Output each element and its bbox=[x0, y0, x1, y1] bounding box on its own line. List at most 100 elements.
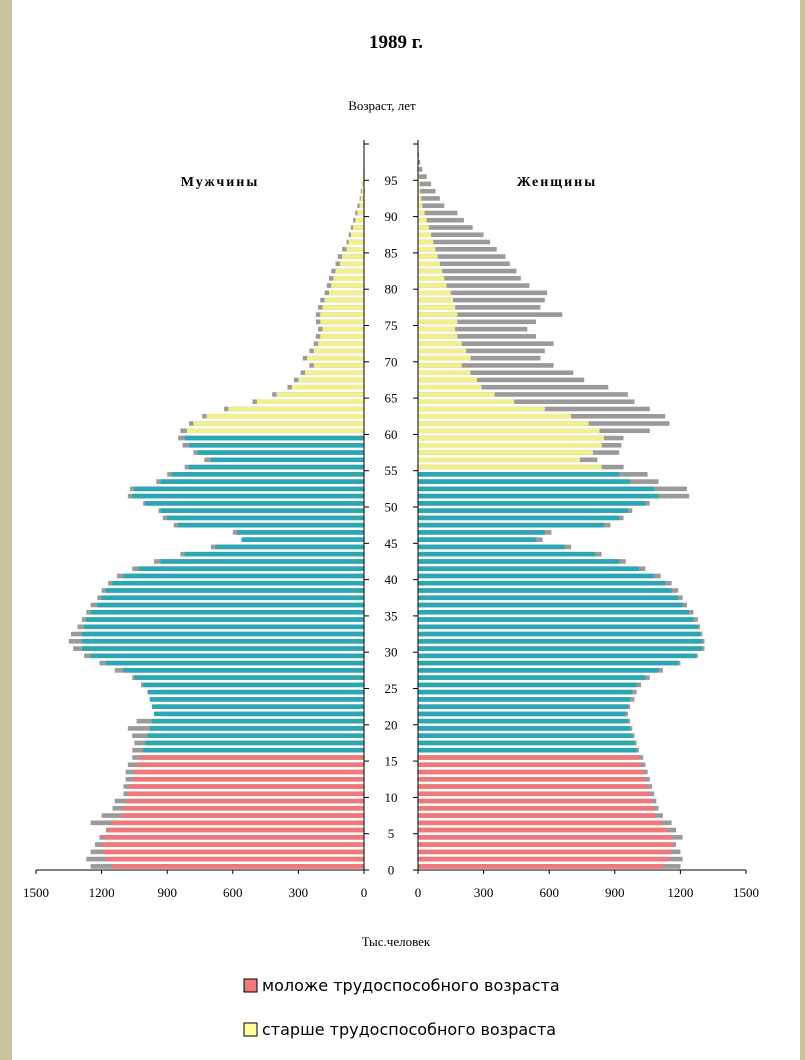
men-bar bbox=[329, 290, 364, 296]
age-tick-label: 80 bbox=[385, 282, 398, 297]
women-bar bbox=[418, 827, 668, 833]
x-tick-label-women: 300 bbox=[474, 885, 494, 900]
women-1959-bar bbox=[418, 334, 537, 339]
women-bar bbox=[418, 290, 451, 296]
women-1959-bar bbox=[418, 341, 554, 346]
women-bar bbox=[418, 261, 440, 267]
women-bar bbox=[418, 566, 639, 572]
men-bars bbox=[68, 152, 365, 869]
women-1959-bar bbox=[418, 392, 628, 397]
men-bar bbox=[331, 283, 364, 288]
women-bar bbox=[418, 355, 471, 361]
men-bar bbox=[101, 595, 364, 601]
y-axis-label: Возраст, лет bbox=[348, 98, 416, 113]
women-bar bbox=[418, 370, 471, 375]
men-bar bbox=[359, 203, 364, 209]
legend-swatch-older bbox=[243, 1022, 258, 1037]
women-bar bbox=[418, 457, 580, 463]
men-bar bbox=[105, 588, 365, 593]
women-bar bbox=[418, 849, 672, 855]
women-bar bbox=[418, 551, 596, 557]
men-bar bbox=[125, 798, 364, 804]
women-bar bbox=[418, 639, 703, 644]
women-bar bbox=[418, 537, 537, 542]
women-1959-bar bbox=[418, 290, 548, 296]
women-bar bbox=[418, 682, 637, 688]
women-label: Женщины bbox=[517, 175, 597, 190]
men-bar bbox=[145, 501, 364, 506]
men-bar bbox=[256, 399, 364, 405]
women-bar bbox=[418, 334, 458, 339]
women-bar bbox=[418, 421, 589, 426]
women-bar bbox=[418, 631, 701, 637]
men-bar bbox=[291, 384, 364, 390]
women-1959-bar bbox=[418, 370, 574, 375]
women-bar bbox=[418, 501, 646, 506]
women-1959-bar bbox=[418, 283, 530, 288]
women-bar bbox=[418, 805, 655, 811]
men-bar bbox=[335, 268, 364, 274]
age-tick-label: 50 bbox=[385, 500, 398, 515]
men-bar bbox=[121, 813, 364, 818]
women-1959-bar bbox=[418, 174, 427, 179]
chart-title: 1989 г. bbox=[369, 32, 423, 53]
women-bar bbox=[418, 617, 694, 622]
men-bar bbox=[103, 849, 364, 855]
women-bar bbox=[418, 573, 655, 579]
x-tick-label-men: 600 bbox=[223, 885, 243, 900]
men-bar bbox=[160, 479, 364, 484]
men-bar bbox=[237, 530, 364, 535]
women-bar bbox=[418, 181, 420, 187]
women-bar bbox=[418, 210, 425, 216]
women-1959-bar bbox=[418, 203, 445, 209]
women-bar bbox=[418, 711, 626, 717]
men-bar bbox=[350, 232, 364, 238]
age-tick-label: 25 bbox=[385, 681, 398, 696]
age-tick-label: 55 bbox=[385, 463, 398, 478]
men-bar bbox=[320, 334, 364, 339]
men-bar bbox=[101, 842, 364, 847]
x-tick-label-women: 900 bbox=[605, 885, 625, 900]
women-bar bbox=[418, 813, 657, 818]
women-1959-bar bbox=[418, 305, 541, 310]
men-bar bbox=[357, 210, 364, 216]
men-bar bbox=[132, 493, 364, 499]
women-bar bbox=[418, 522, 604, 528]
age-tick-label: 15 bbox=[385, 754, 398, 769]
men-bar bbox=[90, 653, 365, 659]
men-bar bbox=[97, 602, 364, 608]
women-bar bbox=[418, 697, 631, 702]
chart-frame: 1989 г. Возраст, лет Мужчины Женщины 0 5 1… bbox=[12, 0, 800, 1060]
age-tick-label: 85 bbox=[385, 245, 398, 260]
women-bar bbox=[418, 544, 565, 550]
men-bar bbox=[339, 261, 364, 267]
age-tick-labels: 0 5 10 15 20 25 30 35 40 45 50 55 60 65 70 75 80 85 90 95 bbox=[385, 173, 398, 878]
x-tick-label-men: 900 bbox=[157, 885, 177, 900]
legend: моложе трудоспособного возраста старше т… bbox=[243, 976, 560, 1039]
women-bar bbox=[418, 602, 683, 608]
men-bar bbox=[147, 733, 364, 738]
women-bar bbox=[418, 747, 637, 753]
men-bar bbox=[81, 646, 365, 651]
men-bar bbox=[145, 740, 364, 746]
x-tick-label-women: 1200 bbox=[667, 885, 693, 900]
women-bar bbox=[418, 769, 644, 775]
women-bar bbox=[418, 718, 628, 724]
men-bar bbox=[276, 392, 364, 397]
women-bar bbox=[418, 399, 515, 405]
legend-swatch-young bbox=[243, 978, 258, 993]
men-bar bbox=[123, 805, 364, 811]
women-bar bbox=[418, 559, 620, 564]
women-bar bbox=[418, 442, 602, 448]
men-bar bbox=[86, 617, 364, 622]
men-bar bbox=[108, 827, 364, 833]
women-1959-bar bbox=[418, 152, 420, 158]
women-1959-bar bbox=[418, 167, 423, 172]
men-bar bbox=[127, 791, 364, 797]
women-1959-bar bbox=[418, 246, 497, 252]
men-bar bbox=[197, 450, 364, 455]
men-bar bbox=[112, 580, 365, 586]
women-1959-bar bbox=[418, 188, 436, 194]
women-bar bbox=[418, 203, 423, 209]
men-bar bbox=[112, 864, 365, 869]
